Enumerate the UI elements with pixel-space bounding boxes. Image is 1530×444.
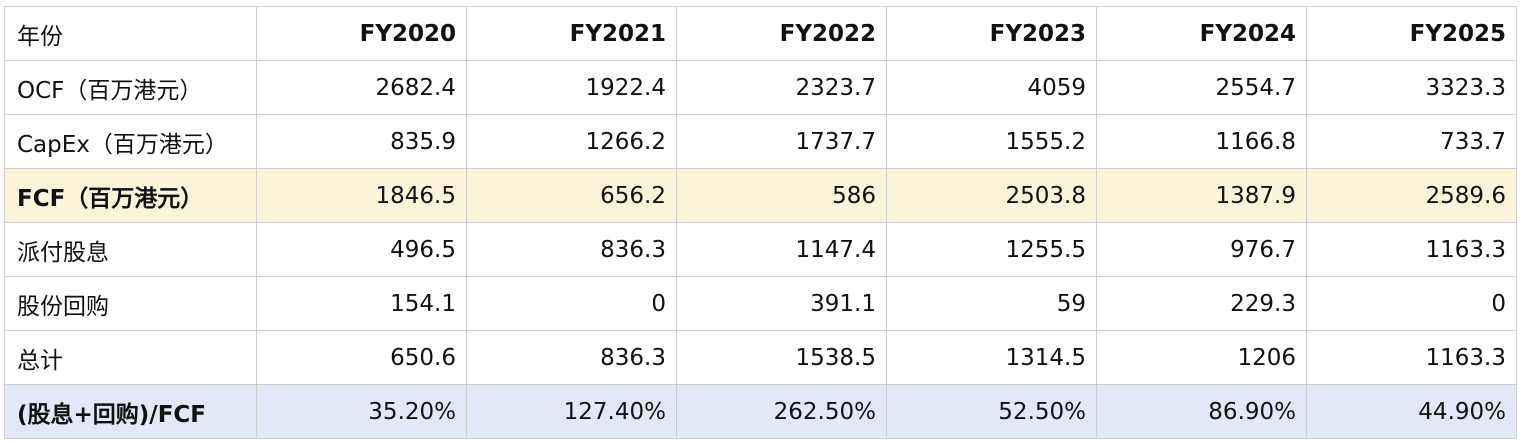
table-cell: 391.1 (676, 276, 887, 331)
table-cell: 976.7 (1096, 222, 1307, 277)
table-cell: 2323.7 (676, 60, 887, 115)
table-cell: 2503.8 (886, 168, 1097, 223)
table-cell: 0 (1306, 276, 1517, 331)
table-cell: 2589.6 (1306, 168, 1517, 223)
table-cell: 3323.3 (1306, 60, 1517, 115)
table-cell: 836.3 (466, 330, 677, 385)
row-total: 总计 650.6 836.3 1538.5 1314.5 1206 1163.3 (4, 330, 1517, 385)
row-label: (股息+回购)/FCF (4, 384, 257, 439)
table-cell: 1206 (1096, 330, 1307, 385)
table-cell: 1314.5 (886, 330, 1097, 385)
row-capex: CapEx（百万港元） 835.9 1266.2 1737.7 1555.2 1… (4, 114, 1517, 169)
table-cell: 650.6 (256, 330, 467, 385)
table-cell: 229.3 (1096, 276, 1307, 331)
table-cell: 1166.8 (1096, 114, 1307, 169)
row-dividends: 派付股息 496.5 836.3 1147.4 1255.5 976.7 116… (4, 222, 1517, 277)
row-label: OCF（百万港元） (4, 60, 257, 115)
table-cell: 52.50% (886, 384, 1097, 439)
header-fy2025: FY2025 (1306, 6, 1517, 61)
header-fy2020: FY2020 (256, 6, 467, 61)
header-fy2024: FY2024 (1096, 6, 1307, 61)
row-ocf: OCF（百万港元） 2682.4 1922.4 2323.7 4059 2554… (4, 60, 1517, 115)
row-label: CapEx（百万港元） (4, 114, 257, 169)
table-cell: 0 (466, 276, 677, 331)
header-fy2023: FY2023 (886, 6, 1097, 61)
table-container: 年份 FY2020 FY2021 FY2022 FY2023 FY2024 FY… (4, 6, 1517, 439)
row-label: 派付股息 (4, 222, 257, 277)
table-cell: 154.1 (256, 276, 467, 331)
table-cell: 86.90% (1096, 384, 1307, 439)
financial-table: 年份 FY2020 FY2021 FY2022 FY2023 FY2024 FY… (4, 6, 1517, 439)
row-label: 股份回购 (4, 276, 257, 331)
table-cell: 2682.4 (256, 60, 467, 115)
row-payout-ratio: (股息+回购)/FCF 35.20% 127.40% 262.50% 52.50… (4, 384, 1517, 439)
table-cell: 1846.5 (256, 168, 467, 223)
table-cell: 836.3 (466, 222, 677, 277)
table-cell: 59 (886, 276, 1097, 331)
header-row: 年份 FY2020 FY2021 FY2022 FY2023 FY2024 FY… (4, 6, 1517, 61)
row-label: 总计 (4, 330, 257, 385)
table-cell: 127.40% (466, 384, 677, 439)
table-cell: 1555.2 (886, 114, 1097, 169)
table-cell: 733.7 (1306, 114, 1517, 169)
table-cell: 835.9 (256, 114, 467, 169)
table-cell: 1737.7 (676, 114, 887, 169)
header-year-label: 年份 (4, 6, 257, 61)
header-fy2022: FY2022 (676, 6, 887, 61)
table-cell: 2554.7 (1096, 60, 1307, 115)
table-cell: 1538.5 (676, 330, 887, 385)
row-label: FCF（百万港元） (4, 168, 257, 223)
table-cell: 1387.9 (1096, 168, 1307, 223)
table-cell: 35.20% (256, 384, 467, 439)
table-cell: 1255.5 (886, 222, 1097, 277)
table-cell: 262.50% (676, 384, 887, 439)
table-cell: 496.5 (256, 222, 467, 277)
header-fy2021: FY2021 (466, 6, 677, 61)
table-cell: 4059 (886, 60, 1097, 115)
table-cell: 1147.4 (676, 222, 887, 277)
table-cell: 1163.3 (1306, 222, 1517, 277)
table-cell: 1922.4 (466, 60, 677, 115)
row-fcf: FCF（百万港元） 1846.5 656.2 586 2503.8 1387.9… (4, 168, 1517, 223)
table-cell: 1163.3 (1306, 330, 1517, 385)
row-buyback: 股份回购 154.1 0 391.1 59 229.3 0 (4, 276, 1517, 331)
table-cell: 586 (676, 168, 887, 223)
table-cell: 1266.2 (466, 114, 677, 169)
table-cell: 44.90% (1306, 384, 1517, 439)
table-cell: 656.2 (466, 168, 677, 223)
